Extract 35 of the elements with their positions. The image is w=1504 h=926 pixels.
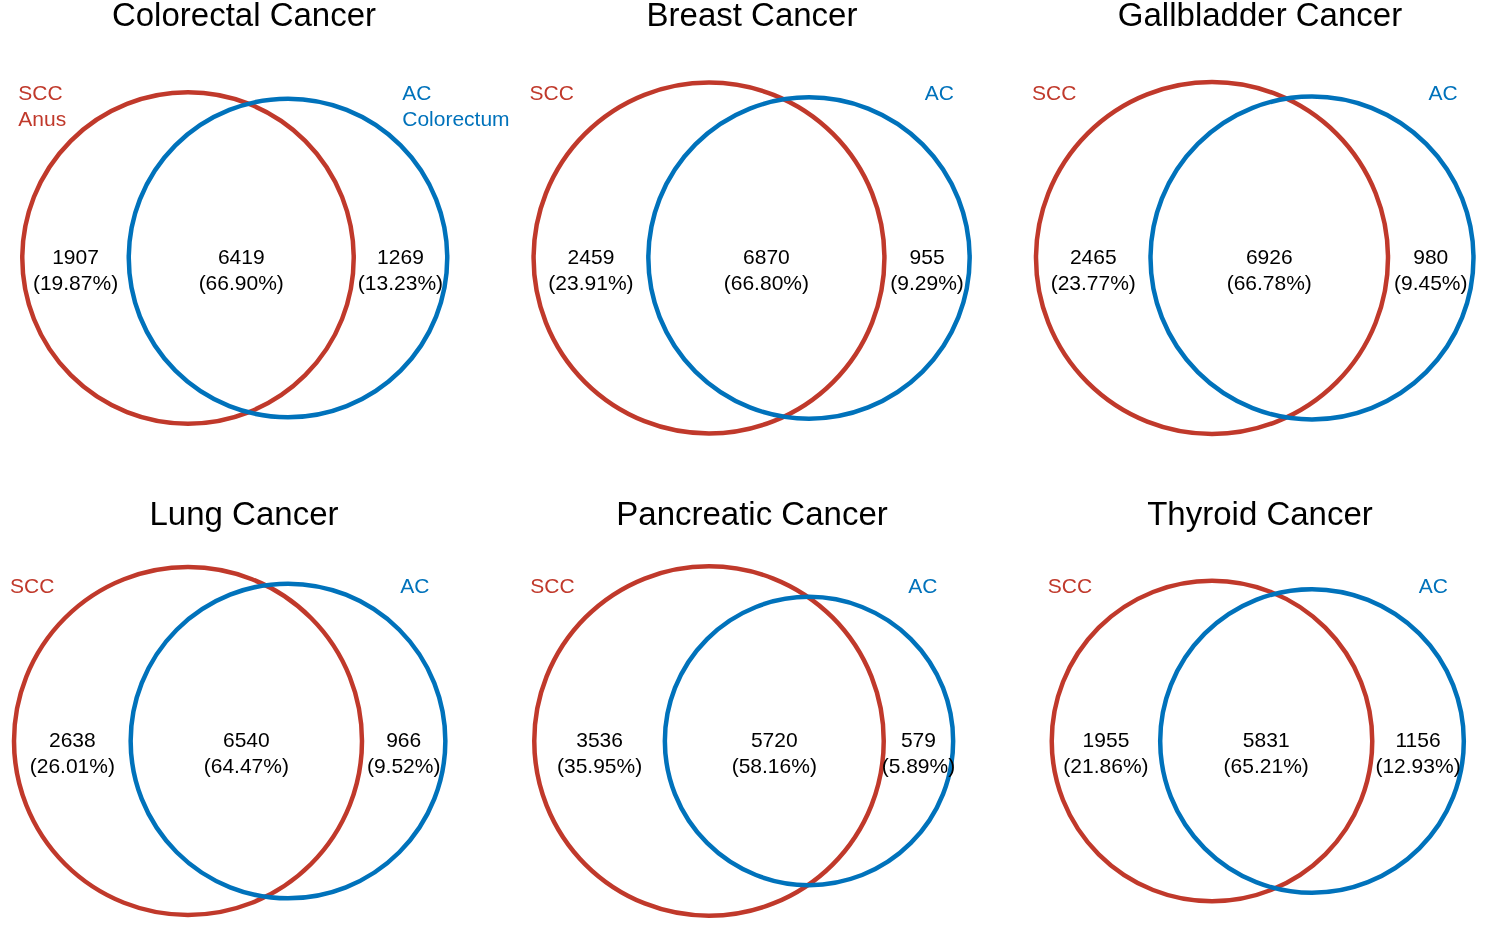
data-label: 6926 (66.78%) [1226, 245, 1312, 294]
category-label: AC [400, 574, 430, 597]
category-label: AC [1428, 81, 1458, 104]
text: Pancreatic Cancer [616, 495, 888, 532]
data-label: 2459 (23.91%) [548, 245, 634, 294]
category-label: AC [924, 81, 954, 104]
category-label: AC Colorectum [402, 81, 510, 130]
category-label: AC [908, 574, 938, 597]
data-label: 955 (9.29%) [890, 245, 964, 294]
data-label: 1269 (13.23%) [357, 245, 444, 294]
text: Colorectal Cancer [111, 0, 377, 33]
category-label: SCC Anus [18, 81, 67, 130]
data-label: 966 (9.52%) [366, 728, 441, 777]
text: Lung Cancer [149, 495, 339, 532]
category-label: SCC [529, 81, 574, 104]
data-label: 3536 (35.95%) [556, 728, 643, 777]
category-label: SCC [1032, 81, 1077, 104]
data-label: 980 (9.45%) [1393, 245, 1468, 294]
data-label: 1907 (19.87%) [32, 245, 119, 294]
data-label: 6540 (64.47%) [203, 728, 289, 777]
category-label: SCC [1047, 574, 1093, 597]
category-label: AC [1418, 574, 1448, 597]
text: Thyroid Cancer [1147, 495, 1373, 532]
data-label: 6419 (66.90%) [198, 245, 284, 294]
text: Gallbladder Cancer [1117, 0, 1403, 33]
text: Breast Cancer [646, 0, 858, 33]
category-label: SCC [530, 574, 575, 597]
category-label: SCC [10, 574, 55, 597]
data-label: 2638 (26.01%) [29, 728, 115, 777]
data-label: 5831 (65.21%) [1223, 728, 1309, 777]
data-label: 2465 (23.77%) [1050, 245, 1136, 294]
data-label: 6870 (66.80%) [723, 245, 809, 294]
data-label: 1156 (12.93%) [1375, 728, 1461, 777]
data-label: 5720 (58.16%) [731, 728, 817, 777]
data-label: 1955 (21.86%) [1063, 728, 1149, 777]
